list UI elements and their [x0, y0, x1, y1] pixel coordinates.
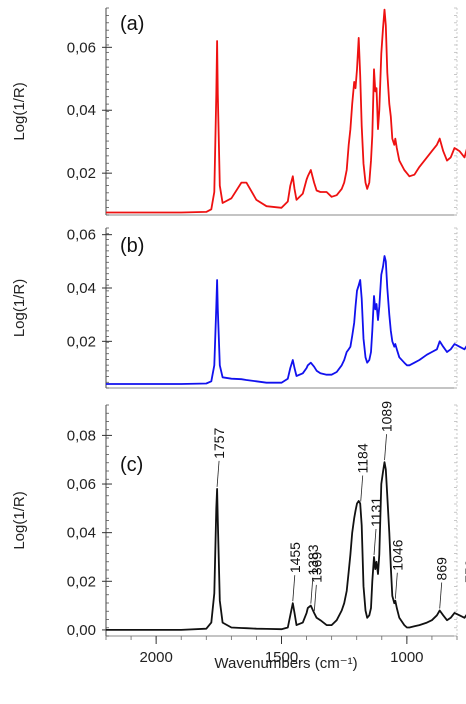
y-axis-title: Log(1/R): [11, 82, 28, 140]
annotation-leader: [373, 528, 377, 556]
annotation-leader: [360, 475, 364, 502]
y-tick-label: 0,04: [67, 102, 96, 119]
panels-group: 0,02 0,04 0,06 Log(1/R) (a) 0,02 0,04 0,06 Log(1…: [11, 7, 466, 639]
spectrum-line: [106, 255, 466, 385]
y-tick-label: 0,02: [67, 573, 96, 590]
annotation-leader: [216, 460, 220, 487]
y-tick-label: 0,06: [67, 39, 96, 56]
x-axis-title: Wavenumbers (cm⁻¹): [214, 655, 357, 672]
y-tick-label: 0,06: [67, 227, 96, 244]
peak-annotation: 1089: [379, 401, 395, 432]
y-tick-label: 0,00: [67, 622, 96, 639]
panel-label: (b): [120, 235, 144, 257]
peak-annotation: 1046: [389, 539, 405, 570]
peak-annotation: 1383: [305, 544, 321, 575]
x-axis: 2000 1500 1000: [105, 636, 458, 666]
y-tick-label: 0,02: [67, 333, 96, 350]
annotation-leader: [384, 434, 387, 461]
panel-label: (a): [120, 13, 144, 35]
annotation-leader: [394, 572, 398, 599]
peak-annotation: 1757: [211, 428, 227, 459]
peak-annotation: 1369: [308, 552, 324, 583]
spectrum-line: [106, 461, 466, 631]
y-tick-label: 0,06: [67, 476, 96, 493]
x-tick-label: 1000: [390, 649, 423, 666]
panel-label: (c): [120, 454, 143, 476]
y-tick-label: 0,02: [67, 165, 96, 182]
annotation-leader: [439, 582, 443, 609]
panel-b: 0,02 0,04 0,06 Log(1/R) (b): [11, 227, 466, 389]
annotation-leader: [310, 577, 314, 604]
y-tick-label: 0,08: [67, 427, 96, 444]
annotation-leader: [313, 584, 317, 611]
spectrum-line: [106, 8, 466, 214]
annotation-leader: [292, 575, 296, 602]
y-tick-label: 0,04: [67, 525, 96, 542]
y-axis-title: Log(1/R): [11, 491, 28, 549]
x-tick-label: 2000: [139, 649, 172, 666]
peak-annotation: 756: [462, 559, 466, 583]
peak-annotation: 1131: [368, 497, 384, 527]
peak-annotation: 869: [434, 557, 450, 581]
x-tick-label: 1500: [265, 649, 298, 666]
panel-a: 0,02 0,04 0,06 Log(1/R) (a): [11, 7, 466, 216]
y-tick-label: 0,04: [67, 280, 96, 297]
peak-annotation: 1184: [355, 443, 371, 473]
peak-annotation: 1455: [287, 542, 303, 573]
y-axis-title: Log(1/R): [11, 279, 28, 337]
